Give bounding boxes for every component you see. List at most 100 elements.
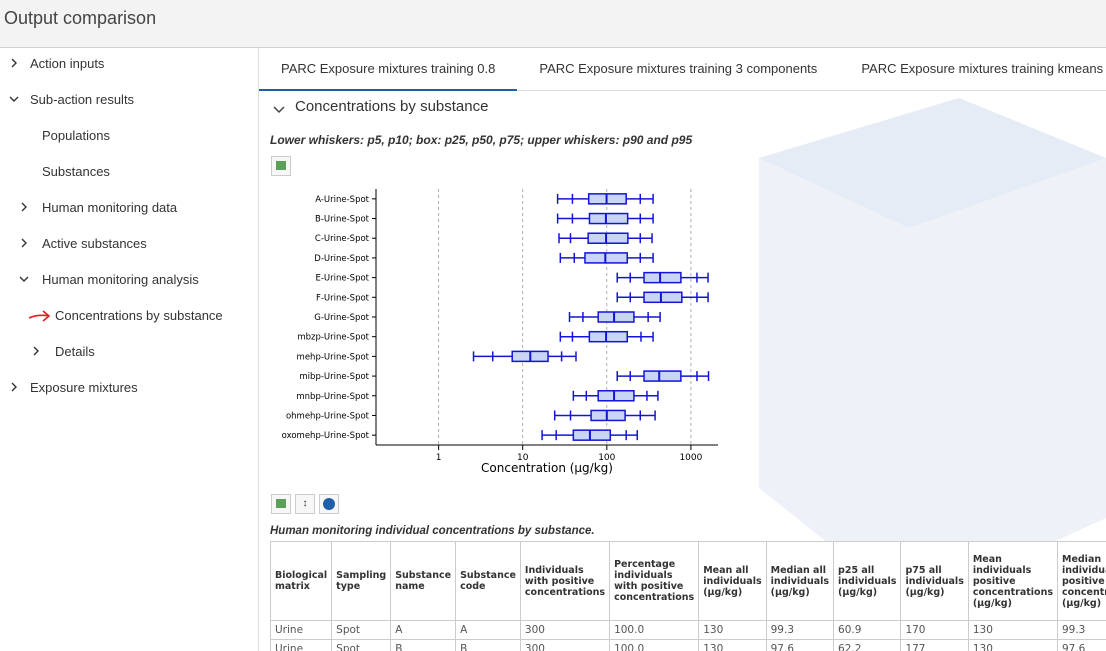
watermark: [759, 98, 1106, 608]
help-icon[interactable]: [319, 494, 339, 514]
table-cell: Spot: [331, 639, 392, 651]
arrow: [28, 310, 51, 322]
table-cell: A: [390, 620, 457, 640]
chevron-line: [33, 346, 39, 356]
table-cell: 100.0: [609, 639, 700, 651]
table-cell: 170: [900, 620, 969, 640]
column-header: Sampling type: [331, 541, 392, 621]
table-cell: 130: [967, 620, 1058, 640]
box: [643, 370, 682, 382]
sidebar-item[interactable]: Human monitoring data: [42, 200, 178, 215]
box: [587, 232, 629, 244]
x-tick-label: 1000: [679, 453, 702, 463]
table-cell: 97.6: [1056, 639, 1106, 651]
sidebar-item[interactable]: Sub-action results: [30, 92, 135, 107]
table-cell: Spot: [331, 620, 392, 640]
y-tick-label: C-Urine-Spot: [315, 234, 370, 244]
chevron-line: [9, 96, 19, 102]
column-header: Mean individuals positive concentrations…: [967, 541, 1058, 621]
watermark-face: [759, 98, 1106, 228]
x-tick-label: 10: [517, 453, 529, 463]
x-axis-label: Concentration (µg/kg): [481, 461, 613, 475]
y-tick-label: mnbp-Urine-Spot: [296, 392, 369, 402]
table-cell: 130: [698, 639, 767, 651]
x-tick-label: 100: [598, 453, 615, 463]
table-cell: B: [390, 639, 457, 651]
table-cell: B: [455, 639, 521, 651]
box: [588, 330, 628, 343]
column-header: Mean all individuals (µg/kg): [698, 541, 767, 621]
table-cell: 97.6: [765, 639, 835, 651]
collapse-icon[interactable]: [271, 101, 287, 117]
tab[interactable]: PARC Exposure mixtures training 3 compon…: [539, 61, 818, 76]
chevron[interactable]: [8, 370, 20, 406]
tab-bar: PARC Exposure mixtures training 0.8 PARC …: [259, 48, 1106, 91]
y-tick-label: ohmehp-Urine-Spot: [286, 411, 370, 421]
data-table: Biological matrix Sampling type Substance …: [269, 541, 1106, 651]
y-tick-label: mehp-Urine-Spot: [297, 352, 370, 362]
sidebar-item[interactable]: Active substances: [42, 236, 147, 251]
y-tick-label: G-Urine-Spot: [314, 313, 369, 323]
chart-caption: Lower whiskers: p5, p10; box: p25, p50, …: [270, 133, 693, 147]
sidebar-item[interactable]: Concentrations by substance: [55, 308, 223, 323]
chevron[interactable]: [8, 46, 20, 82]
chevron[interactable]: [8, 82, 20, 118]
column-header: Median individuals positive concentratio…: [1056, 541, 1106, 621]
box: [597, 311, 635, 323]
table-row: Urine Spot B B 300 100.0 130 97.6 62.2 177 130 97.6…: [269, 639, 1106, 651]
chevron[interactable]: [18, 190, 30, 226]
column-header: Individuals with positive concentrations: [519, 541, 611, 621]
chevron[interactable]: [18, 226, 30, 262]
box: [572, 429, 612, 441]
sidebar-item[interactable]: Action inputs: [30, 56, 105, 71]
main-panel: PARC Exposure mixtures training 0.8 PARC …: [259, 48, 1106, 651]
table-row: Urine Spot A A 300 100.0 130 99.3 60.9 170 130 99.3…: [269, 620, 1106, 640]
table-cell: 300: [519, 639, 611, 651]
chevron-line: [21, 202, 27, 212]
sort-icon[interactable]: ↕: [295, 494, 315, 514]
sidebar-item[interactable]: Substances: [42, 164, 110, 179]
y-tick-label: mbzp-Urine-Spot: [297, 333, 369, 343]
table-cell: 60.9: [833, 620, 902, 640]
y-tick-label: E-Urine-Spot: [315, 274, 369, 284]
tab[interactable]: PARC Exposure mixtures training 0.8: [259, 48, 518, 91]
export-icon[interactable]: [271, 494, 291, 514]
sidebar-item[interactable]: Human monitoring analysis: [42, 272, 199, 287]
sidebar-item[interactable]: Populations: [42, 128, 110, 143]
header-row: Biological matrix Sampling type Substance …: [269, 541, 1106, 621]
sidebar-item[interactable]: Details: [55, 344, 95, 359]
column-header: Substance code: [455, 541, 521, 621]
table-cell: Urine: [269, 639, 333, 651]
table-cell: 62.2: [833, 639, 902, 651]
chevron[interactable]: [30, 334, 42, 370]
y-tick-label: A-Urine-Spot: [315, 195, 369, 205]
chevron-line: [11, 58, 17, 68]
box: [590, 409, 626, 422]
y-tick-label: mibp-Urine-Spot: [299, 372, 369, 382]
table-cell: 100.0: [609, 620, 700, 640]
chevron-line: [21, 238, 27, 248]
page-title: Output comparison: [4, 8, 157, 28]
tab[interactable]: PARC Exposure mixtures training kmeans: [861, 61, 1104, 76]
column-header: Median all individuals (µg/kg): [765, 541, 835, 621]
chevron[interactable]: [18, 262, 30, 298]
box: [643, 291, 683, 304]
table-caption: Human monitoring individual concentratio…: [270, 525, 595, 537]
column-header: Substance name: [390, 541, 457, 621]
table-cell: Urine: [269, 620, 333, 640]
column-header: p75 all individuals (µg/kg): [900, 541, 969, 621]
y-tick-label: F-Urine-Spot: [316, 293, 370, 303]
table-cell: 130: [698, 620, 767, 640]
export-icon[interactable]: [271, 156, 291, 176]
x-tick-label: 1: [436, 453, 442, 463]
y-tick-label: B-Urine-Spot: [315, 215, 370, 225]
selected-arrow: [28, 310, 51, 322]
table-cell: A: [455, 620, 521, 640]
column-header: p25 all individuals (µg/kg): [833, 541, 902, 621]
box: [588, 212, 629, 225]
sidebar-item[interactable]: Exposure mixtures: [30, 380, 138, 395]
y-tick-label: oxomehp-Urine-Spot: [282, 431, 370, 441]
chevron-line: [11, 382, 17, 392]
table-cell: 177: [900, 639, 969, 651]
